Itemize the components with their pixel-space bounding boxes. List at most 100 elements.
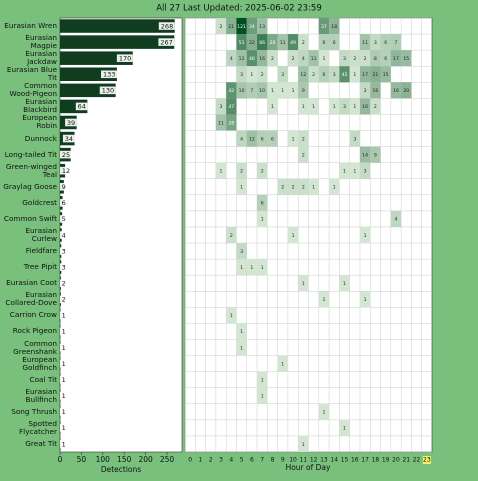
y-tick-label: European Robin [22, 113, 57, 131]
y-tick-label: Eurasian Magpie [25, 33, 57, 51]
y-tick-label: Great Tit [25, 438, 57, 448]
heat-cell [329, 178, 340, 195]
heat-cell [390, 50, 402, 67]
cell-label: 1 [353, 104, 356, 110]
y-tick-label: Eurasian Wren [4, 21, 57, 31]
heat-cell [298, 178, 309, 195]
heat-cell [236, 339, 247, 356]
cell-label: 1 [343, 169, 346, 175]
cell-label: 4 [230, 56, 233, 62]
x-tick-label: 3 [219, 457, 223, 464]
cell-label: 3 [343, 56, 346, 62]
value-label-box [60, 279, 68, 288]
value-label-box [60, 295, 68, 304]
heat-cell [246, 18, 258, 35]
x-tick-label: 2 [209, 457, 213, 464]
cell-label: 6 [271, 136, 274, 142]
value-label-box [158, 22, 175, 30]
cell-label: 15 [383, 72, 389, 78]
value-label: 64 [78, 103, 86, 111]
cell-label: 6 [322, 72, 325, 78]
heat-cell [370, 98, 381, 115]
cell-label: 21 [228, 24, 234, 30]
value-label: 34 [65, 135, 73, 143]
value-label: 130 [102, 87, 114, 95]
x-tick-label: 11 [300, 457, 308, 464]
value-label-box [60, 215, 68, 223]
value-label-box [60, 327, 68, 336]
heat-cell [236, 50, 247, 67]
heat-cell [308, 98, 319, 115]
cell-label: 3 [364, 169, 367, 175]
heat-cell [298, 50, 309, 67]
cell-label: 2 [312, 72, 315, 78]
heat-cell [349, 98, 360, 115]
heat-cell [277, 355, 288, 372]
value-label: 6 [62, 199, 66, 207]
y-tick-label: Goldcrest [22, 197, 57, 207]
x-tick-label: 13 [320, 457, 328, 464]
x-tick-label: 16 [351, 457, 359, 464]
cell-label: 12 [300, 72, 306, 78]
x-tick-label: 250 [160, 455, 175, 464]
heat-cell [370, 82, 381, 99]
heat-cell [298, 82, 309, 99]
y-tick-label: Long-tailed Tit [4, 149, 57, 159]
heat-cell [298, 435, 309, 452]
heat-cell [318, 403, 330, 420]
cell-label: 6 [261, 136, 264, 142]
heat-cell [257, 18, 268, 35]
heat-cell [287, 226, 299, 244]
y-tick-label: Spotted Flycatcher [18, 418, 57, 436]
cell-label: 2 [230, 233, 233, 239]
bar-plot-area [59, 17, 183, 453]
value-label: 1 [62, 344, 66, 352]
cell-label: 16 [372, 88, 378, 94]
heat-cell [308, 66, 319, 83]
cell-label: 15 [403, 56, 409, 62]
value-label: 1 [62, 408, 66, 416]
value-label: 1 [62, 392, 66, 400]
cell-label: 20 [403, 88, 409, 94]
heat-cell [298, 130, 309, 147]
value-label: 9 [62, 183, 66, 191]
heat-cell [359, 50, 371, 67]
value-label-box [101, 70, 117, 79]
value-label-box [60, 247, 68, 255]
heat-cell [359, 162, 371, 179]
cell-label: 12 [239, 56, 245, 62]
heat-cell [246, 130, 258, 147]
value-label-box [60, 391, 68, 400]
value-label-box [60, 343, 68, 352]
heat-cell [246, 50, 258, 67]
cell-label: 11 [362, 40, 368, 46]
y-tick-label: Tree Pipit [23, 262, 57, 272]
x-tick-label: 50 [77, 455, 87, 464]
cell-label: 1 [250, 265, 253, 271]
heat-cell [390, 82, 402, 99]
cell-label: 1 [333, 104, 336, 110]
heat-cell [349, 130, 360, 147]
heat-cell [339, 275, 350, 292]
y-tick-label: Fieldfare [25, 246, 57, 256]
x-axis-label: Hour of Day [286, 463, 331, 472]
cell-label: 22 [249, 40, 255, 46]
cell-label: 1 [281, 88, 284, 94]
cell-label: 1 [292, 88, 295, 94]
cell-label: 16 [259, 56, 265, 62]
heat-cell [267, 34, 278, 51]
cell-label: 2 [292, 56, 295, 62]
y-tick-label: Green-winged Teal [5, 161, 57, 179]
heat-cell [267, 130, 278, 147]
bar [60, 19, 175, 33]
heat-cell [236, 82, 247, 99]
value-label-box [60, 150, 72, 159]
cell-label: 1 [281, 361, 284, 367]
cell-label: 2 [281, 185, 284, 191]
value-label-box [116, 54, 133, 62]
cell-label: 2 [302, 136, 305, 142]
heat-cell [226, 98, 237, 115]
heat-cell [257, 34, 268, 51]
cell-label: 1 [250, 72, 253, 78]
